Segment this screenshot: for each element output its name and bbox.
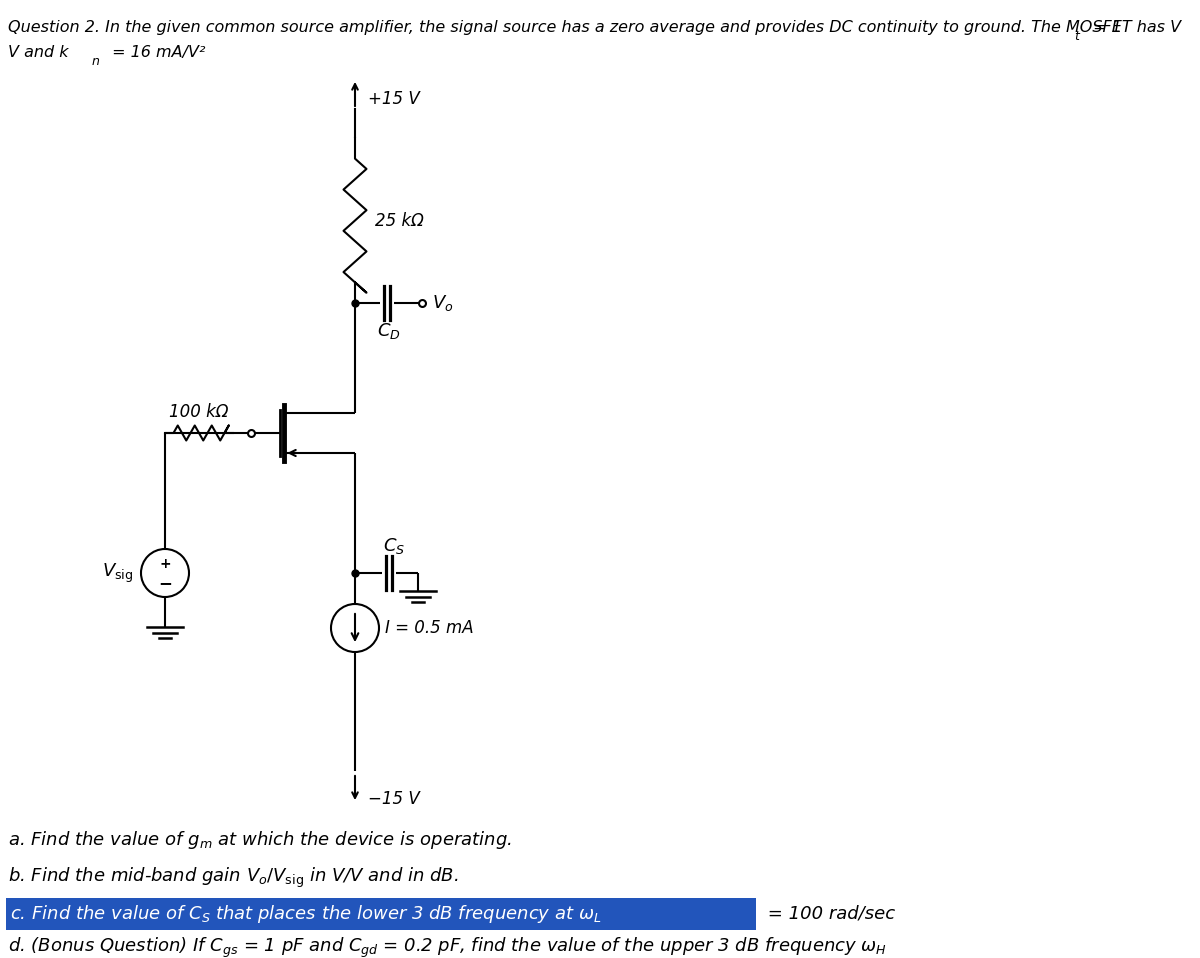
Text: 100 kΩ: 100 kΩ (169, 403, 229, 421)
Text: d. (Bonus Question) If $C_{gs}$ = 1 pF and $C_{gd}$ = 0.2 pF, find the value of : d. (Bonus Question) If $C_{gs}$ = 1 pF a… (8, 936, 887, 958)
Text: −: − (158, 574, 172, 592)
Text: I = 0.5 mA: I = 0.5 mA (385, 619, 474, 637)
Text: $C_D$: $C_D$ (377, 321, 401, 341)
Text: +15 V: +15 V (368, 90, 420, 108)
Text: c. Find the value of $C_S$ that places the lower 3 dB frequency at $\omega_L$: c. Find the value of $C_S$ that places t… (10, 903, 601, 925)
Text: V and k: V and k (8, 45, 68, 60)
Text: 25 kΩ: 25 kΩ (374, 212, 424, 230)
Text: $V_\mathrm{sig}$: $V_\mathrm{sig}$ (102, 561, 133, 584)
Text: b. Find the mid-band gain $V_o/V_\mathrm{sig}$ in V/V and in dB.: b. Find the mid-band gain $V_o/V_\mathrm… (8, 866, 458, 890)
Text: = 100 rad/sec: = 100 rad/sec (762, 905, 895, 923)
Text: $C_S$: $C_S$ (383, 536, 406, 556)
FancyBboxPatch shape (6, 898, 756, 930)
Text: n: n (92, 56, 100, 69)
Text: +: + (160, 557, 170, 571)
Text: = 1: = 1 (1088, 20, 1122, 35)
Text: $V_o$: $V_o$ (432, 293, 454, 313)
Text: −15 V: −15 V (368, 790, 420, 808)
Text: = 16 mA/V²: = 16 mA/V² (107, 45, 205, 60)
Text: t: t (1074, 31, 1079, 43)
Text: a. Find the value of $g_m$ at which the device is operating.: a. Find the value of $g_m$ at which the … (8, 829, 512, 851)
Text: Question 2. In the given common source amplifier, the signal source has a zero a: Question 2. In the given common source a… (8, 20, 1181, 35)
